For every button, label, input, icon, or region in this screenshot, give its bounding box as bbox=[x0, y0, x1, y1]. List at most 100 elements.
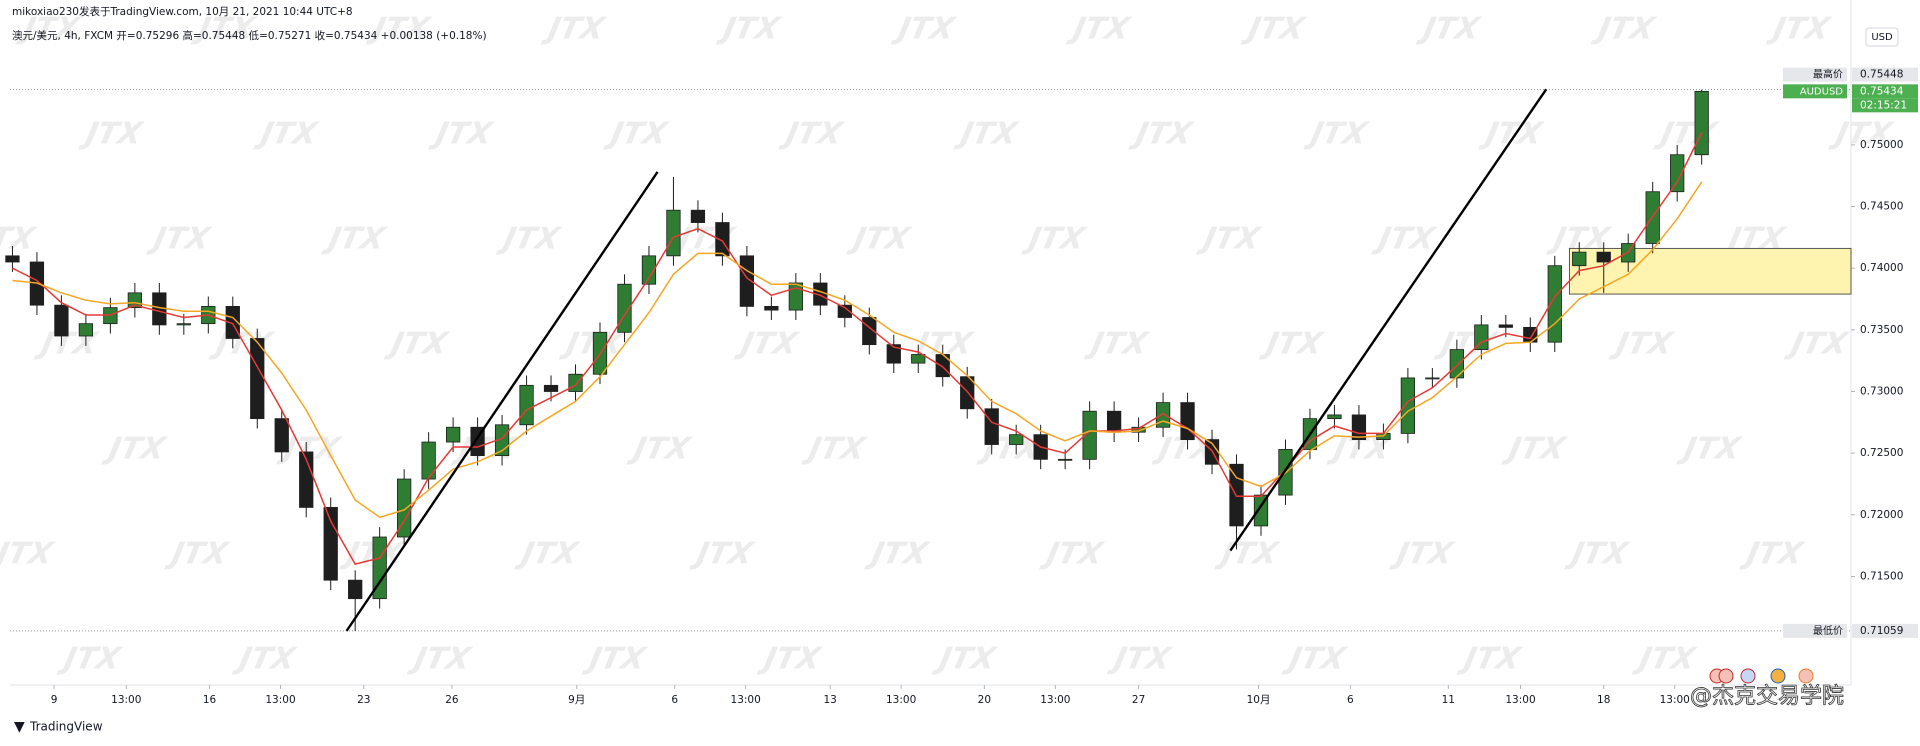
candle-body bbox=[1425, 377, 1440, 380]
candle-body bbox=[1670, 154, 1685, 193]
watermark: JTX bbox=[364, 12, 434, 47]
watermark: JTX bbox=[0, 537, 57, 572]
watermark: JTX bbox=[513, 537, 583, 572]
candle-body bbox=[543, 384, 559, 392]
watermark: JTX bbox=[1370, 222, 1440, 257]
x-tick-label: 23 bbox=[357, 694, 370, 706]
candle-body bbox=[1547, 265, 1562, 343]
candle-body bbox=[299, 451, 314, 508]
watermark: JTX bbox=[1302, 117, 1372, 152]
candle-body bbox=[690, 209, 706, 223]
watermark: JTX bbox=[1563, 537, 1633, 572]
watermark: JTX bbox=[1782, 327, 1852, 362]
watermark: JTX bbox=[580, 642, 650, 677]
candle-body bbox=[1155, 402, 1171, 428]
watermark: JTX bbox=[77, 117, 147, 152]
watermark: JTX bbox=[1280, 642, 1350, 677]
y-tick-label: 0.73500 bbox=[1860, 324, 1903, 336]
watermark: JTX bbox=[230, 642, 300, 677]
candle-body bbox=[788, 282, 803, 311]
moving-average bbox=[12, 181, 1703, 519]
candle-body bbox=[5, 255, 20, 263]
watermark: JTX bbox=[625, 432, 695, 467]
currency: USD bbox=[1871, 32, 1893, 43]
flag-icons bbox=[1709, 668, 1814, 684]
y-tick-label: 0.71500 bbox=[1860, 570, 1903, 582]
candle-body bbox=[348, 579, 363, 600]
candle-body bbox=[1474, 324, 1489, 350]
x-tick-label: 13:00 bbox=[1660, 694, 1690, 706]
watermark: JTX bbox=[1589, 12, 1659, 47]
candle-body bbox=[837, 304, 852, 318]
candle-body bbox=[176, 323, 191, 326]
candle-body bbox=[54, 304, 69, 337]
x-tick-label: 13:00 bbox=[1505, 694, 1535, 706]
candle-body bbox=[568, 373, 583, 392]
price-tag-name: AUDUSD bbox=[1800, 86, 1844, 97]
watermark: JTX bbox=[1239, 12, 1309, 47]
watermark: JTX bbox=[1064, 12, 1134, 47]
price-tag-box bbox=[1852, 623, 1918, 638]
watermark: JTX bbox=[100, 432, 170, 467]
price-tag-name-box bbox=[1783, 67, 1847, 82]
candle-body bbox=[274, 418, 289, 453]
x-tick-label: 27 bbox=[1132, 694, 1145, 706]
candle-body bbox=[1082, 410, 1097, 460]
watermark: JTX bbox=[1195, 222, 1265, 257]
supply-zone bbox=[1568, 247, 1852, 295]
watermark: JTX bbox=[163, 537, 233, 572]
currency-box[interactable] bbox=[1865, 27, 1899, 47]
watermark: JTX bbox=[495, 222, 565, 257]
x-tick-label: 13:00 bbox=[1040, 694, 1070, 706]
header: mikoxiao230发表于TradingView.com, 10月 21, 2… bbox=[12, 5, 353, 18]
watermark: JTX bbox=[952, 117, 1022, 152]
x-tick-label: 6 bbox=[1347, 694, 1354, 706]
x-tick-label: 10月 bbox=[1247, 694, 1271, 706]
watermark: JTX bbox=[1630, 642, 1700, 677]
x-tick-label: 13:00 bbox=[886, 694, 916, 706]
watermark: JTX bbox=[1675, 432, 1745, 467]
candle-body bbox=[445, 426, 461, 443]
watermark: JTX bbox=[930, 642, 1000, 677]
price-tag-box bbox=[1852, 84, 1918, 99]
watermark: JTX bbox=[1607, 327, 1677, 362]
x-tick-label: 6 bbox=[671, 694, 678, 706]
candle-body bbox=[911, 354, 926, 364]
watermark: JTX bbox=[800, 432, 870, 467]
y-tick-label: 0.74500 bbox=[1860, 201, 1903, 213]
candle-body bbox=[1498, 324, 1513, 328]
x-tick-label: 13:00 bbox=[731, 694, 761, 706]
candle-body bbox=[519, 384, 534, 426]
price-tag-name-box bbox=[1783, 84, 1847, 99]
candle-body bbox=[984, 408, 999, 445]
candle-body bbox=[1009, 434, 1024, 445]
price-tag-name: 最低价 bbox=[1813, 624, 1843, 637]
x-tick-label: 18 bbox=[1597, 694, 1610, 706]
watermark: JTX bbox=[14, 12, 84, 47]
candle-body bbox=[421, 441, 436, 480]
watermark: JTX bbox=[714, 12, 784, 47]
price-tag-name: 最高价 bbox=[1813, 68, 1843, 81]
watermark: JTX bbox=[1257, 327, 1327, 362]
candle-body bbox=[666, 209, 681, 257]
countdown-box bbox=[1852, 98, 1918, 113]
brand-logo: ▼ bbox=[14, 719, 25, 735]
x-tick-label: 20 bbox=[978, 694, 991, 706]
candle-body bbox=[1596, 251, 1611, 263]
price-tag: 0.75434 bbox=[1860, 85, 1904, 97]
candle-body bbox=[764, 306, 779, 311]
price-tag: 0.71059 bbox=[1860, 625, 1903, 637]
watermark: JTX bbox=[1127, 117, 1197, 152]
watermark: JTX bbox=[777, 117, 847, 152]
watermark: JTX bbox=[320, 222, 390, 257]
price-tag-box bbox=[1852, 67, 1918, 82]
candle-body bbox=[1449, 349, 1464, 379]
candle-body bbox=[1694, 90, 1709, 156]
brand: TradingView bbox=[29, 720, 103, 734]
watermark: JTX bbox=[1082, 327, 1152, 362]
watermark: JTX bbox=[688, 537, 758, 572]
watermark: JTX bbox=[1477, 117, 1547, 152]
watermark: JTX bbox=[1105, 642, 1175, 677]
